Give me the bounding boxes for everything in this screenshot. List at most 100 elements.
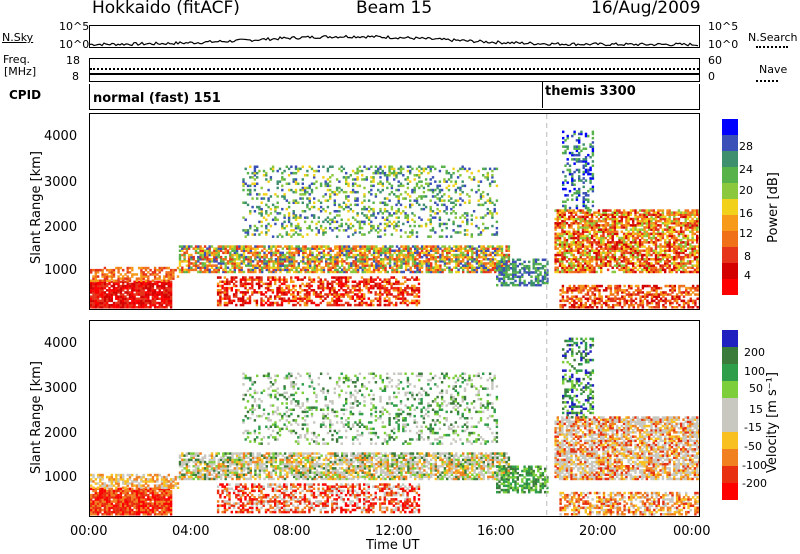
heatmap-cell bbox=[269, 176, 273, 179]
heatmap-cell bbox=[645, 209, 649, 212]
heatmap-cell bbox=[620, 253, 623, 257]
heatmap-cell bbox=[570, 262, 573, 265]
heatmap-cell bbox=[333, 295, 336, 298]
heatmap-cell bbox=[445, 212, 448, 215]
heatmap-cell bbox=[475, 260, 479, 263]
heatmap-cell bbox=[539, 262, 542, 266]
heatmap-cell bbox=[420, 255, 424, 259]
heatmap-cell bbox=[304, 249, 307, 253]
heatmap-cell bbox=[242, 301, 245, 305]
heatmap-cell bbox=[285, 165, 288, 169]
heatmap-cell bbox=[192, 247, 195, 250]
heatmap-cell bbox=[267, 276, 270, 279]
heatmap-cell bbox=[223, 280, 227, 284]
heatmap-cell bbox=[386, 262, 389, 265]
heatmap-cell bbox=[242, 291, 245, 294]
heatmap-cell bbox=[584, 224, 587, 227]
heatmap-cell bbox=[310, 229, 314, 232]
heatmap-cell bbox=[390, 293, 393, 296]
heatmap-cell bbox=[185, 251, 189, 255]
heatmap-cell bbox=[505, 249, 508, 253]
heatmap-cell bbox=[163, 286, 166, 290]
heatmap-cell bbox=[602, 260, 605, 263]
heatmap-cell bbox=[418, 251, 421, 255]
heatmap-cell bbox=[244, 284, 247, 288]
heatmap-cell bbox=[119, 306, 123, 309]
heatmap-cell bbox=[523, 264, 526, 268]
heatmap-cell bbox=[636, 211, 639, 214]
heatmap-cell bbox=[194, 268, 198, 272]
heatmap-cell bbox=[622, 245, 626, 248]
heatmap-cell bbox=[342, 293, 345, 296]
heatmap-cell bbox=[487, 270, 490, 274]
heatmap-cell bbox=[208, 260, 211, 263]
heatmap-cell bbox=[572, 249, 575, 253]
heatmap-cell bbox=[590, 258, 594, 261]
heatmap-cell bbox=[224, 245, 227, 248]
heatmap-cell bbox=[409, 255, 412, 259]
heatmap-cell bbox=[418, 266, 421, 270]
heatmap-cell bbox=[595, 258, 598, 261]
heatmap-cell bbox=[411, 270, 415, 274]
heatmap-cell bbox=[239, 291, 243, 294]
heatmap-cell bbox=[625, 245, 628, 248]
heatmap-cell bbox=[418, 176, 421, 179]
heatmap-cell bbox=[409, 165, 412, 169]
heatmap-cell bbox=[331, 258, 335, 261]
heatmap-cell bbox=[450, 207, 453, 211]
heatmap-cell bbox=[539, 273, 542, 276]
heatmap-cell bbox=[600, 258, 603, 261]
heatmap-cell bbox=[500, 251, 504, 255]
heatmap-cell bbox=[333, 276, 336, 279]
heatmap-cell bbox=[106, 301, 109, 305]
heatmap-cell bbox=[262, 193, 266, 196]
heatmap-cell bbox=[112, 301, 116, 305]
heatmap-cell bbox=[223, 293, 227, 296]
heatmap-cell bbox=[90, 295, 93, 298]
heatmap-cell bbox=[654, 241, 658, 244]
heatmap-cell bbox=[584, 234, 587, 238]
heatmap-cell bbox=[138, 266, 141, 270]
heatmap-cell bbox=[232, 276, 236, 279]
heatmap-cell bbox=[331, 229, 334, 232]
heatmap-cell bbox=[393, 167, 396, 171]
heatmap-cell bbox=[287, 301, 291, 305]
heatmap-cell bbox=[657, 228, 660, 231]
heatmap-cell bbox=[235, 284, 238, 288]
heatmap-cell bbox=[306, 266, 310, 270]
heatmap-cell bbox=[379, 270, 383, 274]
heatmap-cell bbox=[502, 277, 506, 281]
heatmap-cell bbox=[287, 174, 291, 177]
heatmap-cell bbox=[354, 182, 357, 186]
heatmap-cell bbox=[315, 222, 318, 226]
heatmap-cell bbox=[311, 270, 314, 274]
heatmap-cell bbox=[361, 270, 364, 274]
heatmap-cell bbox=[242, 216, 245, 219]
heatmap-cell bbox=[296, 301, 300, 305]
heatmap-cell bbox=[149, 306, 152, 309]
heatmap-cell bbox=[117, 268, 120, 272]
heatmap-cell bbox=[261, 249, 264, 253]
heatmap-cell bbox=[272, 264, 275, 267]
heatmap-cell bbox=[518, 271, 522, 274]
heatmap-cell bbox=[409, 231, 412, 234]
heatmap-cell bbox=[310, 299, 313, 303]
heatmap-cell bbox=[514, 283, 517, 287]
heatmap-cell bbox=[210, 251, 214, 255]
heatmap-cell bbox=[572, 238, 575, 242]
heatmap-cell bbox=[452, 201, 455, 205]
heatmap-cell bbox=[108, 268, 111, 272]
heatmap-cell bbox=[632, 209, 635, 212]
heatmap-cell bbox=[169, 306, 173, 309]
heatmap-cell bbox=[643, 209, 646, 212]
heatmap-cell bbox=[308, 282, 311, 286]
heatmap-cell bbox=[293, 247, 296, 250]
heatmap-cell bbox=[505, 260, 508, 263]
heatmap-cell bbox=[292, 190, 295, 194]
heatmap-cell bbox=[358, 291, 361, 294]
heatmap-cell bbox=[375, 262, 378, 265]
heatmap-cell bbox=[652, 213, 655, 217]
heatmap-cell bbox=[521, 273, 524, 276]
heatmap-cell bbox=[565, 238, 569, 242]
heatmap-cell bbox=[232, 295, 236, 298]
